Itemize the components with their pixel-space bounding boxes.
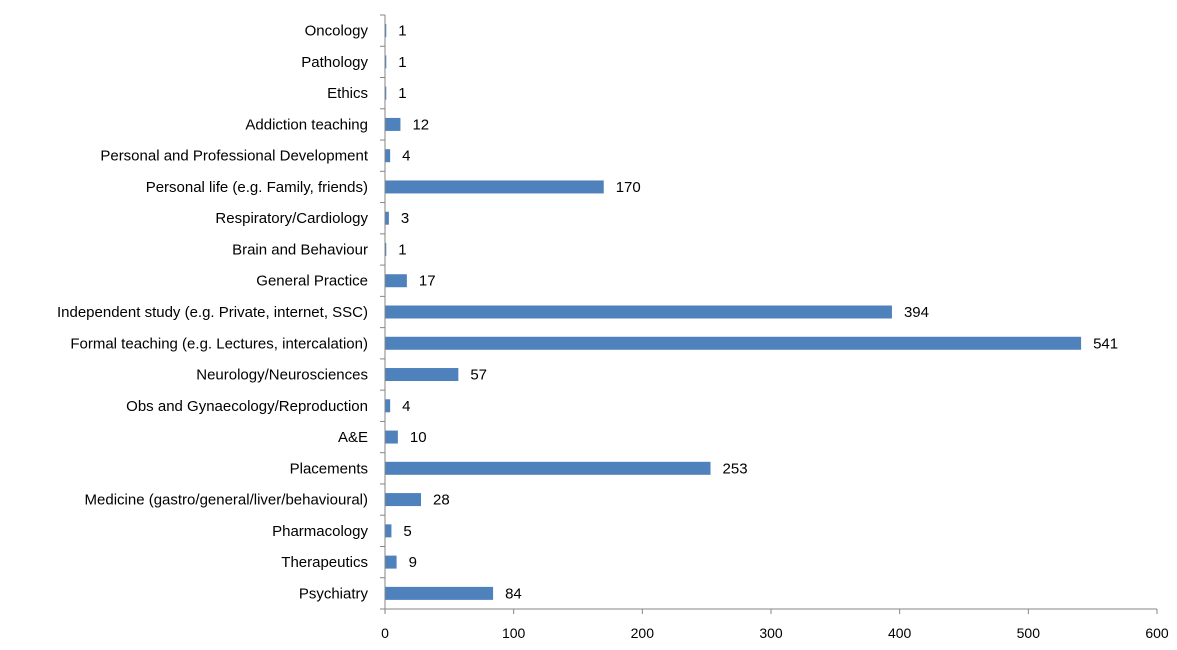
data-label: 1 bbox=[398, 23, 406, 40]
category-label: General Practice bbox=[256, 273, 368, 290]
x-tick-label: 0 bbox=[381, 625, 389, 641]
bar bbox=[385, 461, 711, 475]
bars-layer bbox=[385, 24, 1082, 600]
bar bbox=[385, 555, 397, 569]
x-tick-label: 600 bbox=[1145, 625, 1169, 641]
category-label: Respiratory/Cardiology bbox=[215, 210, 368, 227]
category-label: Personal life (e.g. Family, friends) bbox=[146, 179, 368, 196]
category-label: Personal and Professional Development bbox=[100, 148, 368, 165]
category-label: Therapeutics bbox=[281, 554, 368, 571]
x-tick-label: 200 bbox=[631, 625, 655, 641]
bar bbox=[385, 493, 422, 507]
category-label: Addiction teaching bbox=[245, 116, 368, 133]
data-label: 541 bbox=[1093, 335, 1118, 352]
bar bbox=[385, 117, 401, 131]
x-tick-label: 300 bbox=[759, 625, 783, 641]
bar bbox=[385, 368, 459, 382]
data-label: 57 bbox=[470, 367, 487, 384]
category-label: Medicine (gastro/general/liver/behaviour… bbox=[85, 492, 368, 509]
bar bbox=[385, 586, 494, 600]
category-label: Independent study (e.g. Private, interne… bbox=[57, 304, 368, 321]
category-label: Ethics bbox=[327, 85, 368, 102]
bar bbox=[385, 24, 387, 38]
category-label: A&E bbox=[338, 429, 368, 446]
data-label: 1 bbox=[398, 85, 406, 102]
category-label: Neurology/Neurosciences bbox=[196, 367, 368, 384]
bar bbox=[385, 211, 389, 225]
data-label: 4 bbox=[402, 148, 410, 165]
category-label: Brain and Behaviour bbox=[232, 241, 368, 258]
bar bbox=[385, 524, 392, 538]
data-label: 28 bbox=[433, 492, 450, 509]
bar bbox=[385, 55, 387, 69]
category-label: Oncology bbox=[305, 23, 369, 40]
bar bbox=[385, 149, 391, 163]
bar bbox=[385, 242, 387, 256]
category-label: Obs and Gynaecology/Reproduction bbox=[126, 398, 368, 415]
data-label: 84 bbox=[505, 585, 522, 602]
data-label: 17 bbox=[419, 273, 436, 290]
labels-layer: Oncology 1 Pathology 1 Ethics 1 Addiction teac… bbox=[57, 23, 1118, 603]
data-label: 5 bbox=[403, 523, 411, 540]
data-label: 12 bbox=[412, 116, 429, 133]
data-label: 394 bbox=[904, 304, 929, 321]
bar bbox=[385, 274, 407, 288]
category-label: Formal teaching (e.g. Lectures, intercal… bbox=[70, 335, 368, 352]
category-label: Pathology bbox=[301, 54, 368, 71]
bar bbox=[385, 430, 398, 444]
bar bbox=[385, 180, 604, 194]
x-tick-label: 500 bbox=[1017, 625, 1041, 641]
category-label: Placements bbox=[290, 460, 368, 477]
bar bbox=[385, 336, 1082, 350]
bar bbox=[385, 305, 892, 319]
bar bbox=[385, 86, 387, 100]
category-label: Psychiatry bbox=[299, 585, 369, 602]
data-label: 9 bbox=[409, 554, 417, 571]
data-label: 4 bbox=[402, 398, 410, 415]
category-label: Pharmacology bbox=[272, 523, 368, 540]
data-label: 170 bbox=[616, 179, 641, 196]
data-label: 253 bbox=[723, 460, 748, 477]
data-label: 10 bbox=[410, 429, 427, 446]
bar bbox=[385, 399, 391, 413]
data-label: 1 bbox=[398, 54, 406, 71]
axis-layer: 0 100 200 300 400 500 600 bbox=[380, 14, 1169, 641]
x-tick-label: 400 bbox=[888, 625, 912, 641]
data-label: 3 bbox=[401, 210, 409, 227]
x-tick-label: 100 bbox=[502, 625, 526, 641]
data-label: 1 bbox=[398, 241, 406, 258]
